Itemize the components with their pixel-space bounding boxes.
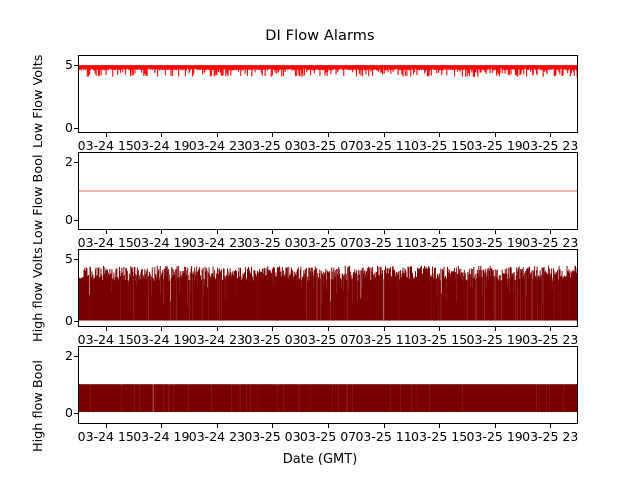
x-tick-mark-3-8 xyxy=(550,424,552,428)
plot-area-0 xyxy=(79,56,577,132)
x-tick-label-3-4: 03-25 07 xyxy=(299,429,357,444)
x-tick-mark-3-7 xyxy=(494,424,496,428)
x-tick-mark-1-2 xyxy=(216,230,218,234)
x-tick-mark-2-0 xyxy=(105,327,107,331)
x-tick-mark-0-1 xyxy=(161,133,163,137)
series-low-flow-volts xyxy=(79,65,577,77)
x-tick-mark-0-5 xyxy=(383,133,385,137)
x-tick-mark-1-3 xyxy=(272,230,274,234)
x-tick-mark-3-0 xyxy=(105,424,107,428)
plot-area-2 xyxy=(79,250,577,326)
chart-title: DI Flow Alarms xyxy=(265,28,375,44)
x-tick-mark-0-0 xyxy=(105,133,107,137)
x-tick-mark-2-6 xyxy=(439,327,441,331)
x-tick-label-3-8: 03-25 23 xyxy=(522,429,579,444)
x-tick-label-3-0: 03-24 15 xyxy=(77,429,134,444)
plot-area-1 xyxy=(79,153,577,229)
x-tick-mark-0-6 xyxy=(439,133,441,137)
x-tick-mark-0-2 xyxy=(216,133,218,137)
x-tick-label-3-6: 03-25 15 xyxy=(411,429,468,444)
x-tick-mark-0-7 xyxy=(494,133,496,137)
y-tick-label-2-1: 5 xyxy=(65,250,73,266)
y-tick-label-1-1: 2 xyxy=(65,153,73,169)
y-tick-label-0-1: 5 xyxy=(65,56,73,72)
x-tick-label-3-3: 03-25 03 xyxy=(244,429,301,444)
y-axis-label-3: High flow Bool xyxy=(31,360,46,452)
x-tick-mark-3-3 xyxy=(272,424,274,428)
x-tick-mark-1-6 xyxy=(439,230,441,234)
series-high-flow-volts xyxy=(79,265,577,321)
y-tick-label-3-1: 2 xyxy=(65,347,73,363)
x-tick-mark-2-7 xyxy=(494,327,496,331)
y-axis-label-0: Low Flow Volts xyxy=(31,54,46,148)
x-tick-labels-3: 03-24 15 03-24 19 03-24 23 03-25 03 03-25 07… xyxy=(77,429,579,445)
x-tick-mark-1-5 xyxy=(383,230,385,234)
x-tick-mark-1-0 xyxy=(105,230,107,234)
y-tick-label-3-0: 0 xyxy=(65,404,73,420)
x-tick-mark-2-5 xyxy=(383,327,385,331)
x-tick-mark-2-8 xyxy=(550,327,552,331)
y-tick-label-1-0: 0 xyxy=(65,211,73,227)
x-tick-mark-2-1 xyxy=(161,327,163,331)
y-tick-mark-2-0 xyxy=(74,321,78,323)
x-tick-mark-1-4 xyxy=(328,230,329,234)
y-tick-label-0-0: 0 xyxy=(65,119,73,135)
y-axis-label-2: High flow Volts xyxy=(31,247,46,342)
subplot-high-flow-bool xyxy=(78,346,578,424)
x-tick-mark-3-1 xyxy=(161,424,163,428)
x-tick-label-3-5: 03-25 11 xyxy=(355,429,412,444)
x-tick-mark-0-8 xyxy=(550,133,552,137)
x-tick-mark-3-4 xyxy=(328,424,329,428)
x-tick-label-3-7: 03-25 19 xyxy=(466,429,523,444)
x-tick-mark-3-6 xyxy=(439,424,441,428)
x-tick-mark-2-2 xyxy=(216,327,218,331)
y-tick-mark-2-1 xyxy=(74,258,78,260)
x-tick-mark-0-4 xyxy=(328,133,329,137)
series-high-flow-bool xyxy=(79,384,577,412)
x-tick-mark-2-4 xyxy=(328,327,329,331)
x-tick-label-3-2: 03-24 23 xyxy=(188,429,245,444)
x-tick-mark-1-7 xyxy=(494,230,496,234)
y-axis-label-1: Low Flow Bool xyxy=(31,154,46,245)
x-tick-mark-2-3 xyxy=(272,327,274,331)
subplot-high-flow-volts xyxy=(78,249,578,327)
y-tick-mark-1-1 xyxy=(74,162,78,164)
series-low-flow-bool xyxy=(79,190,577,192)
y-tick-mark-0-1 xyxy=(74,65,78,67)
x-tick-label-3-1: 03-24 19 xyxy=(133,429,190,444)
subplot-low-flow-volts xyxy=(78,55,578,133)
y-tick-mark-1-0 xyxy=(74,219,78,221)
y-tick-label-2-0: 0 xyxy=(65,313,73,329)
y-tick-mark-3-0 xyxy=(74,412,78,414)
x-tick-mark-1-1 xyxy=(161,230,163,234)
x-tick-mark-0-3 xyxy=(272,133,274,137)
x-axis-label: Date (GMT) xyxy=(282,452,358,467)
subplot-low-flow-bool xyxy=(78,152,578,230)
y-tick-mark-3-1 xyxy=(74,355,78,357)
plot-area-3 xyxy=(79,347,577,423)
x-tick-mark-3-2 xyxy=(216,424,218,428)
x-tick-mark-3-5 xyxy=(383,424,385,428)
y-tick-mark-0-0 xyxy=(74,127,78,129)
x-tick-mark-1-8 xyxy=(550,230,552,234)
